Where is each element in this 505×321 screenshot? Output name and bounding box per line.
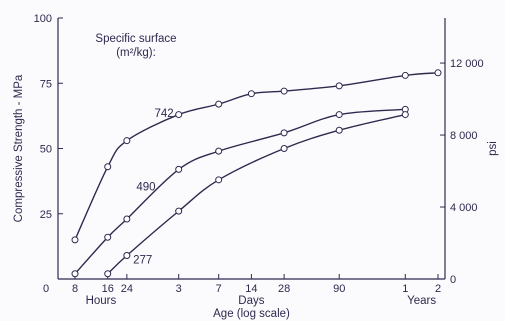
y-right-tick-label: 12 000: [450, 58, 484, 70]
data-point-277: [401, 111, 409, 119]
y-right-tick-label: 4 000: [450, 202, 478, 214]
x-tick-label: 90: [333, 283, 345, 295]
x-tick-label: 28: [278, 283, 290, 295]
data-point-277: [335, 126, 343, 134]
data-point-490: [175, 165, 183, 173]
x-tick-label: 8: [72, 283, 78, 295]
annotation-line-2: (m²/kg):: [116, 47, 156, 59]
data-point-742: [247, 90, 255, 98]
data-point-490: [104, 233, 112, 241]
series-label-490: 490: [136, 181, 155, 193]
data-point-742: [434, 69, 442, 77]
y-right-tick-label: 0: [450, 274, 456, 286]
series-label-742: 742: [154, 108, 173, 120]
x-tick-label: 1: [402, 283, 408, 295]
x-tick-label: 3: [176, 283, 182, 295]
x-tick-label: 24: [121, 283, 133, 295]
data-point-277: [280, 145, 288, 152]
data-point-742: [175, 111, 183, 119]
series-line-742: [74, 72, 439, 241]
data-point-742: [335, 82, 343, 90]
x-axis-title: Age (log scale): [213, 308, 290, 320]
data-point-742: [280, 87, 288, 95]
annotation-line-1: Specific surface: [95, 33, 176, 45]
data-point-277: [123, 252, 131, 260]
data-point-277: [104, 270, 112, 278]
data-point-277: [175, 207, 183, 215]
x-tick-label: 2: [435, 283, 441, 295]
y-left-tick-label: 100: [34, 13, 52, 25]
data-point-742: [123, 137, 131, 145]
series-line-490: [74, 108, 406, 275]
data-point-490: [280, 129, 288, 137]
data-point-742: [104, 163, 112, 171]
data-point-277: [215, 176, 223, 184]
data-point-742: [215, 100, 223, 108]
x-tick-label: 14: [245, 283, 257, 295]
x-group-label: Years: [407, 295, 436, 307]
x-tick-label: 16: [102, 283, 114, 295]
x-group-label: Days: [238, 295, 264, 307]
x-group-label: Hours: [86, 295, 117, 307]
x-tick-label: 7: [216, 283, 222, 295]
x-origin-label: 0: [43, 283, 49, 295]
y-left-tick-label: 50: [40, 144, 52, 156]
data-point-742: [401, 71, 409, 79]
data-point-490: [123, 215, 131, 223]
series-label-277: 277: [133, 254, 152, 266]
data-point-490: [335, 111, 343, 119]
data-point-490: [215, 147, 223, 155]
y-left-tick-label: 25: [40, 209, 52, 221]
y-right-tick-label: 8 000: [450, 130, 478, 142]
y-axis-right-title: psi: [487, 141, 499, 156]
y-axis-left-title: Compressive Strength - MPa: [13, 74, 25, 222]
y-left-tick-label: 75: [40, 78, 52, 90]
data-point-490: [71, 270, 79, 278]
data-point-742: [71, 236, 79, 244]
